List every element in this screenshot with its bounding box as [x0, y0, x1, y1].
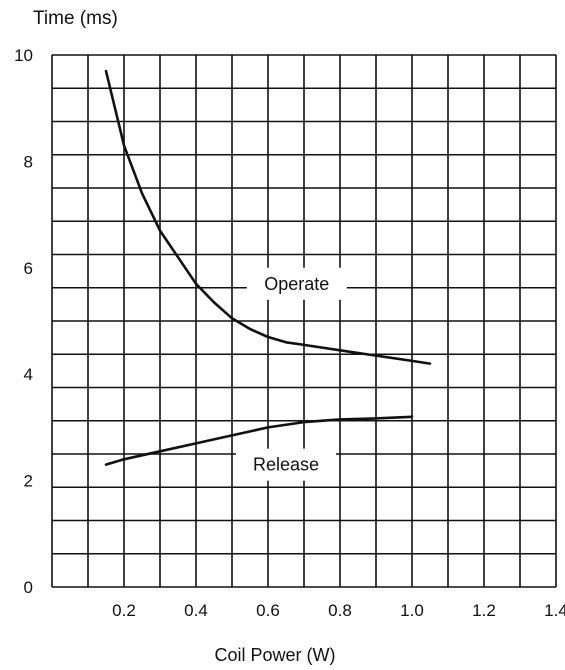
- x-tick-label: 1.0: [400, 601, 424, 620]
- chart-series: [104, 69, 432, 466]
- annotation-label-operate: Operate: [264, 274, 329, 294]
- y-tick-label: 2: [24, 472, 33, 491]
- y-tick-label: 4: [24, 365, 33, 384]
- series-line-release: [104, 415, 414, 466]
- y-tick-label: 6: [24, 259, 33, 278]
- series-line-operate: [104, 69, 432, 365]
- y-tick-label: 8: [24, 152, 33, 171]
- x-tick-label: 1.2: [472, 601, 496, 620]
- x-tick-label: 0.8: [328, 601, 352, 620]
- annotation-box-release: [236, 448, 336, 481]
- chart-annotations: Operate Release: [236, 267, 347, 481]
- y-tick-label: 0: [24, 578, 33, 597]
- chart-grid: [51, 54, 557, 588]
- x-tick-label: 1.4: [544, 601, 565, 620]
- x-tick-label: 0.4: [184, 601, 208, 620]
- annotation-label-release: Release: [253, 455, 319, 475]
- x-axis-ticks: 0.2 0.4 0.6 0.8 1.0 1.2 1.4: [112, 601, 565, 620]
- x-tick-label: 0.2: [112, 601, 136, 620]
- annotation-box-operate: [246, 267, 347, 300]
- y-axis-ticks: 0 2 4 6 8 10: [14, 46, 33, 597]
- x-tick-label: 0.6: [256, 601, 280, 620]
- chart-title: Time (ms): [33, 8, 118, 29]
- x-axis-label: Coil Power (W): [214, 645, 335, 665]
- y-tick-label: 10: [14, 46, 33, 65]
